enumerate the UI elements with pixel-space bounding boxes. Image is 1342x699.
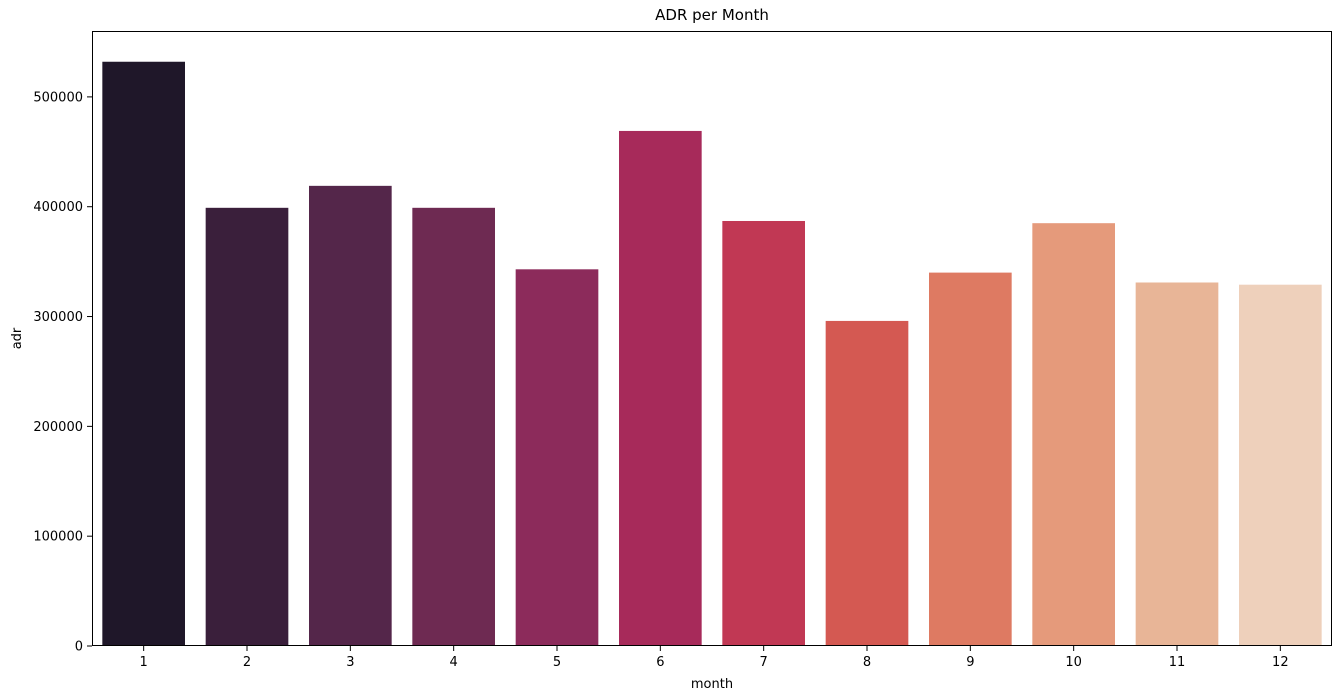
x-tick-label: 2 [243, 655, 251, 670]
x-tick-label: 11 [1169, 655, 1186, 670]
y-tick-label: 400000 [33, 200, 83, 215]
x-tick-label: 3 [346, 655, 354, 670]
x-tick-label: 8 [863, 655, 871, 670]
plot-frame [92, 31, 1332, 646]
bar-month-3 [309, 185, 392, 647]
bar-month-2 [205, 207, 289, 646]
x-tick-label: 10 [1065, 655, 1082, 670]
y-axis-label: adr [10, 327, 25, 349]
bar-month-4 [412, 207, 495, 646]
bar-month-1 [102, 61, 185, 646]
x-tick-label: 7 [760, 655, 768, 670]
x-tick-label: 1 [140, 655, 148, 670]
x-axis-label: month [691, 677, 733, 692]
bars-group [102, 61, 1322, 647]
bar-month-6 [619, 130, 702, 646]
chart-title: ADR per Month [655, 6, 769, 24]
x-tick-label: 6 [656, 655, 664, 670]
y-tick-label: 0 [75, 640, 83, 655]
y-tick-label: 500000 [33, 90, 83, 105]
x-axis: 1 2 3 4 5 6 7 8 9 10 11 12 [140, 646, 1289, 670]
bar-month-8 [825, 320, 909, 646]
x-tick-label: 5 [553, 655, 561, 670]
bar-month-7 [722, 220, 805, 646]
y-tick-label: 300000 [33, 310, 83, 325]
bar-month-12 [1239, 284, 1322, 646]
x-tick-label: 4 [450, 655, 458, 670]
x-tick-label: 9 [966, 655, 974, 670]
y-tick-label: 100000 [33, 530, 83, 545]
bar-month-11 [1135, 282, 1219, 646]
bar-month-10 [1032, 223, 1115, 646]
y-tick-label: 200000 [33, 420, 83, 435]
bar-month-5 [515, 269, 599, 646]
bar-month-9 [929, 272, 1012, 646]
x-tick-label: 12 [1272, 655, 1289, 670]
y-axis: 0 100000 200000 300000 400000 500000 [33, 90, 92, 655]
